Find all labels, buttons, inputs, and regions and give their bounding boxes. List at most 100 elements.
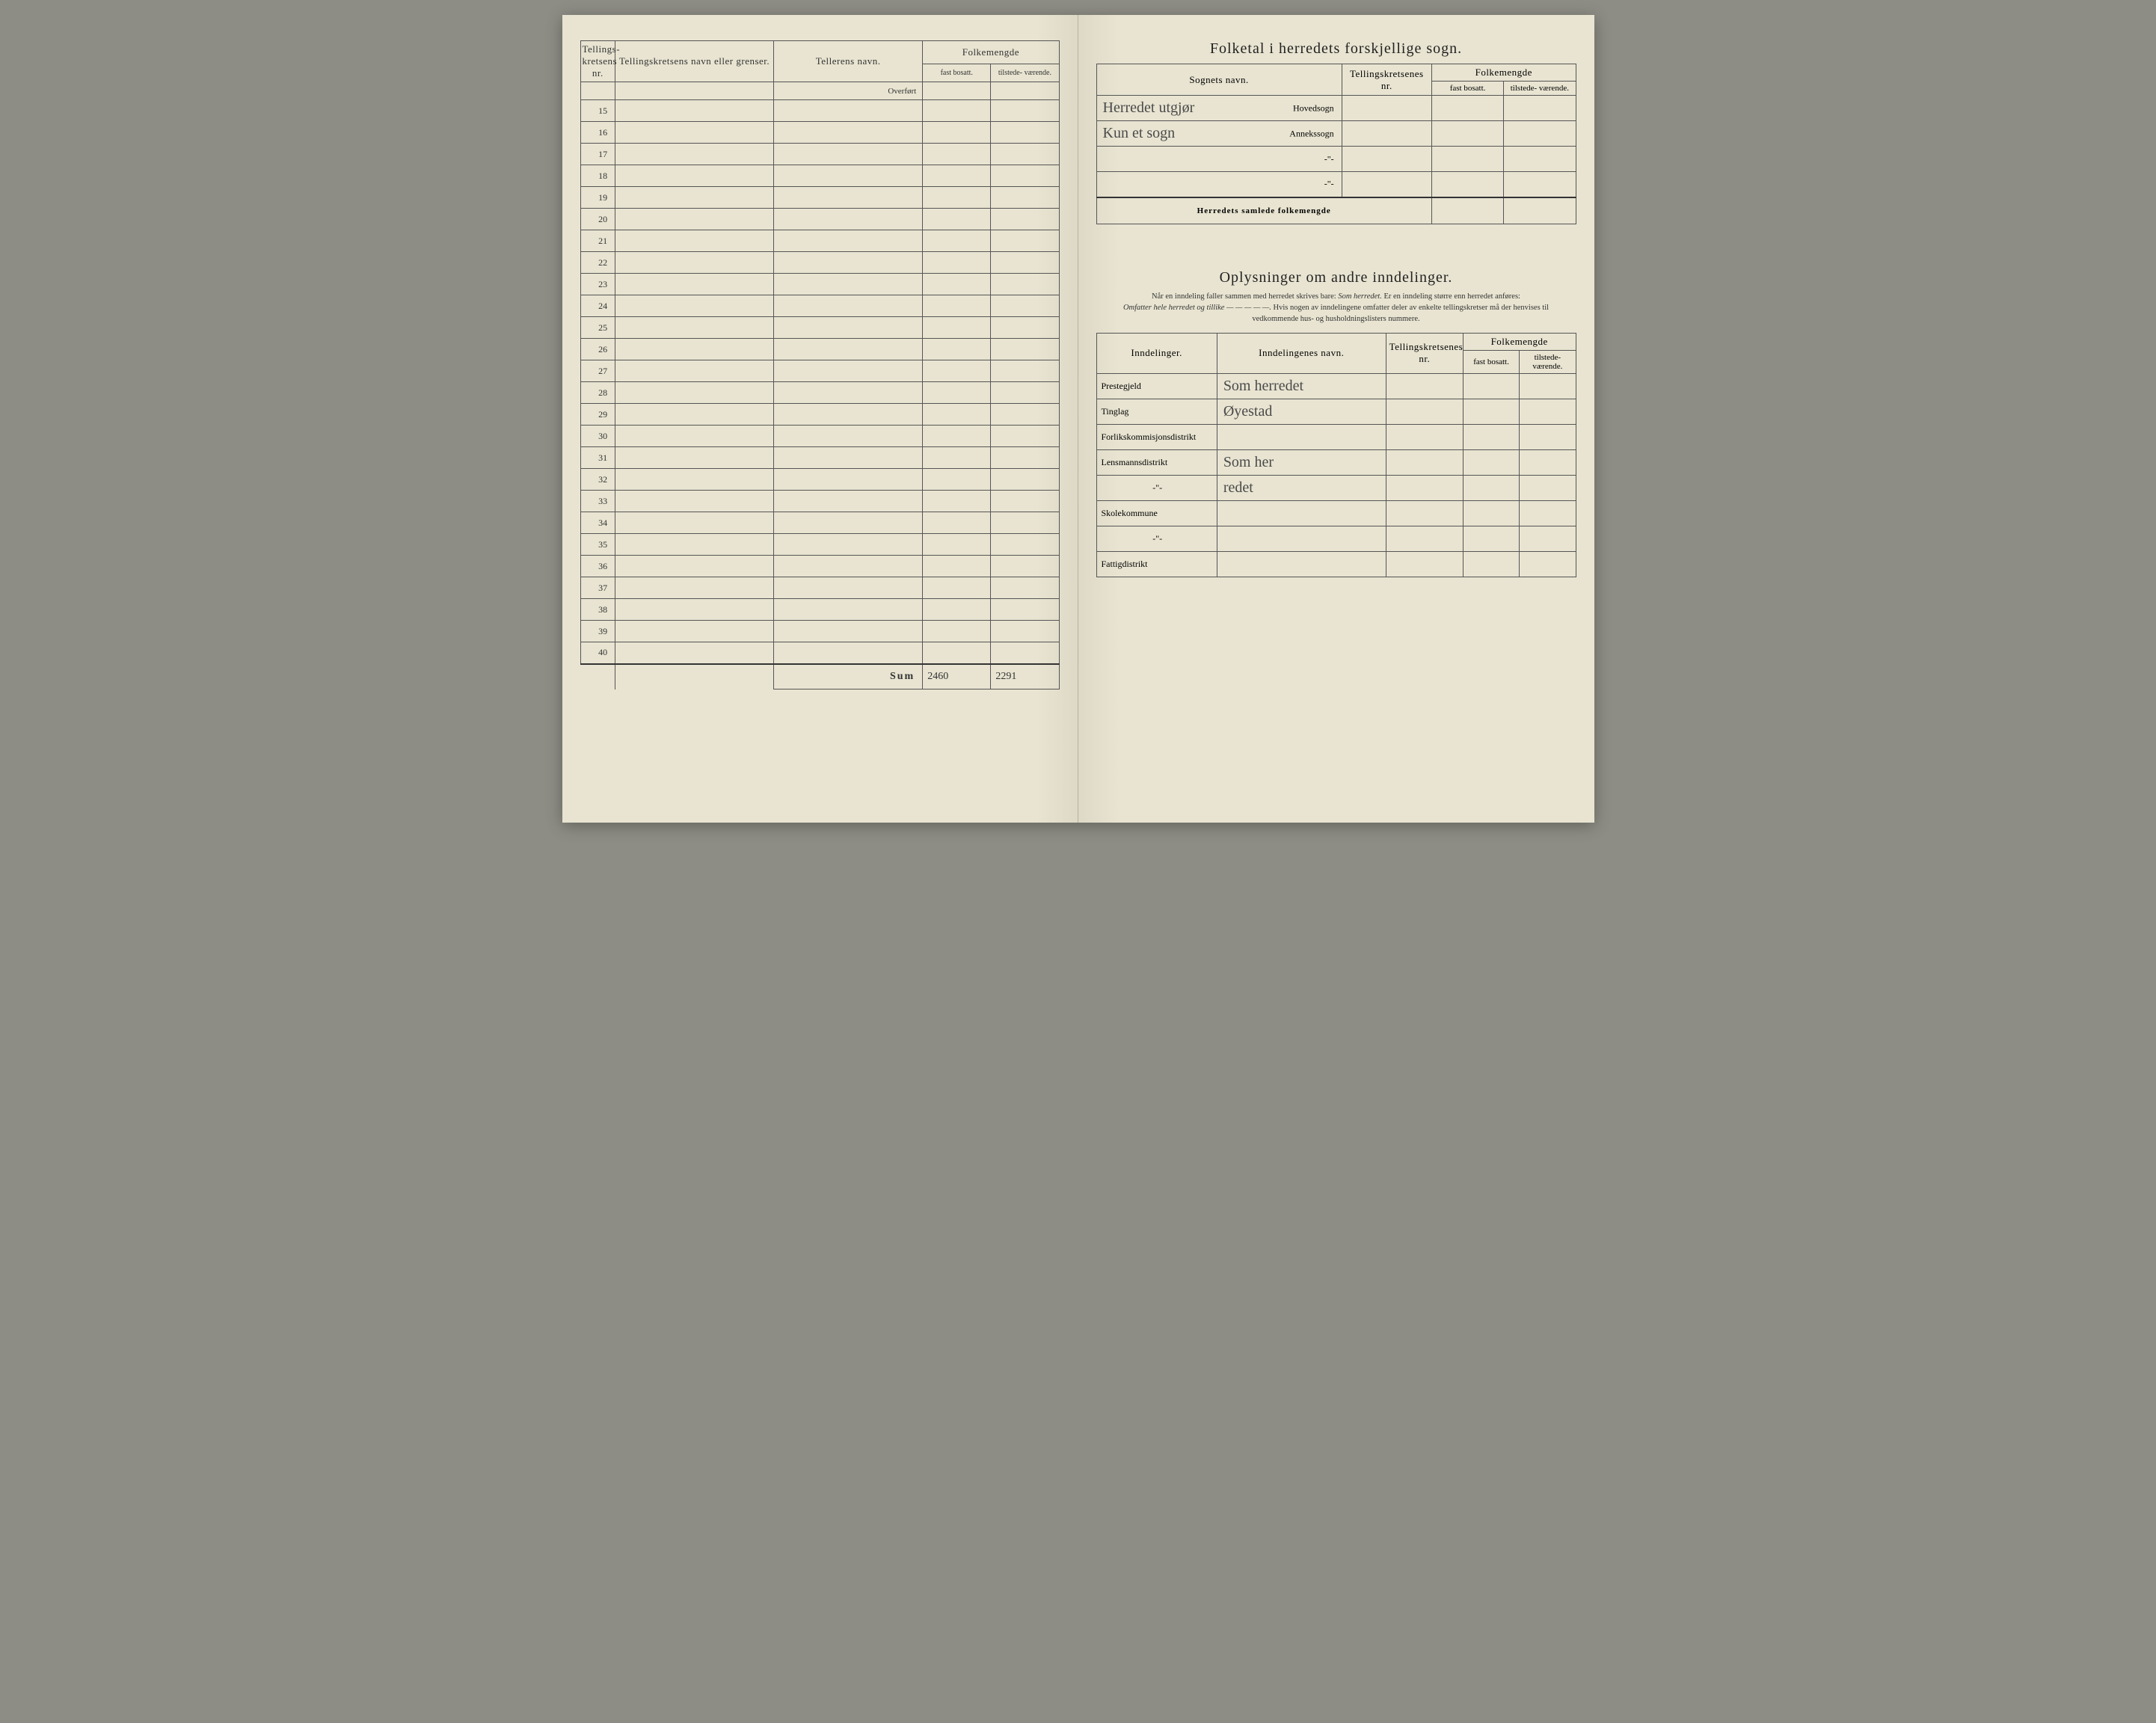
row-nr: 17 bbox=[580, 144, 615, 165]
inndeling-value: redet bbox=[1217, 475, 1386, 500]
table-row: 33 bbox=[580, 491, 1059, 512]
hdr-krets: Tellingskretsenes nr. bbox=[1342, 64, 1431, 96]
overfort-label: Overført bbox=[774, 82, 923, 100]
row-nr: 30 bbox=[580, 426, 615, 447]
table-row: 37 bbox=[580, 577, 1059, 599]
sogn-row: -"- bbox=[1096, 147, 1576, 172]
left-page: Tellings- kretsens nr. Tellingskretsens … bbox=[562, 15, 1078, 823]
hdr-fast2: fast bosatt. bbox=[1431, 82, 1503, 96]
table-row: 25 bbox=[580, 317, 1059, 339]
table-row: 30 bbox=[580, 426, 1059, 447]
table-row: 29 bbox=[580, 404, 1059, 426]
table-row: 15 bbox=[580, 100, 1059, 122]
inndelinger-note: Når en inndeling faller sammen med herre… bbox=[1104, 291, 1569, 325]
hdr-inndnavn: Inndelingenes navn. bbox=[1217, 333, 1386, 373]
handwriting: redet bbox=[1223, 479, 1253, 496]
hdr-inndtil: tilstede- værende. bbox=[1520, 350, 1576, 373]
row-nr: 39 bbox=[580, 621, 615, 642]
inndeling-label: -"- bbox=[1096, 475, 1217, 500]
row-nr: 37 bbox=[580, 577, 615, 599]
sum-fast: 2460 bbox=[923, 664, 991, 689]
row-nr: 23 bbox=[580, 274, 615, 295]
inndeling-label: Skolekommune bbox=[1096, 500, 1217, 526]
samlede-label: Herredets samlede folkemengde bbox=[1096, 197, 1431, 224]
row-nr: 20 bbox=[580, 209, 615, 230]
row-nr: 32 bbox=[580, 469, 615, 491]
inndelinger-section: Oplysninger om andre inndelinger. Når en… bbox=[1096, 269, 1576, 577]
table-row: 24 bbox=[580, 295, 1059, 317]
table-row: 27 bbox=[580, 360, 1059, 382]
inndeling-row: -"- bbox=[1096, 526, 1576, 551]
table-row: 32 bbox=[580, 469, 1059, 491]
inndeling-value bbox=[1217, 424, 1386, 449]
table-row: 34 bbox=[580, 512, 1059, 534]
sogn-cell: -"- bbox=[1096, 172, 1342, 197]
inndeling-row: Skolekommune bbox=[1096, 500, 1576, 526]
row-nr: 31 bbox=[580, 447, 615, 469]
sum-tilstede: 2291 bbox=[991, 664, 1059, 689]
table-row: 39 bbox=[580, 621, 1059, 642]
sum-label: Sum bbox=[774, 664, 923, 689]
table-row: 19 bbox=[580, 187, 1059, 209]
table-row: 36 bbox=[580, 556, 1059, 577]
census-districts-table: Tellings- kretsens nr. Tellingskretsens … bbox=[580, 40, 1060, 689]
inndeling-label: Fattigdistrikt bbox=[1096, 551, 1217, 577]
row-nr: 35 bbox=[580, 534, 615, 556]
sogn-type: -"- bbox=[1324, 179, 1334, 190]
sogn-row: Herredet utgjør Hovedsogn bbox=[1096, 96, 1576, 121]
sum-row: Sum 2460 2291 bbox=[580, 664, 1059, 689]
handwriting: Herredet utgjør bbox=[1103, 99, 1195, 116]
sogn-title: Folketal i herredets forskjellige sogn. bbox=[1096, 40, 1576, 58]
handwriting: Som her bbox=[1223, 454, 1274, 470]
row-nr: 33 bbox=[580, 491, 615, 512]
hdr-folkemengde: Folkemengde bbox=[923, 41, 1059, 64]
row-nr: 24 bbox=[580, 295, 615, 317]
row-nr: 28 bbox=[580, 382, 615, 404]
sogn-cell: Kun et sogn Annekssogn bbox=[1096, 121, 1342, 147]
inndeling-row: Tinglag Øyestad bbox=[1096, 399, 1576, 424]
handwriting: Øyestad bbox=[1223, 403, 1273, 420]
row-nr: 29 bbox=[580, 404, 615, 426]
inndeling-row: Fattigdistrikt bbox=[1096, 551, 1576, 577]
sogn-table: Sognets navn. Tellingskretsenes nr. Folk… bbox=[1096, 64, 1576, 224]
row-nr: 38 bbox=[580, 599, 615, 621]
inndeling-label: Lensmannsdistrikt bbox=[1096, 449, 1217, 475]
table-row: 22 bbox=[580, 252, 1059, 274]
table-row: 23 bbox=[580, 274, 1059, 295]
sogn-row: -"- bbox=[1096, 172, 1576, 197]
table-row: 31 bbox=[580, 447, 1059, 469]
samlede-row: Herredets samlede folkemengde bbox=[1096, 197, 1576, 224]
row-nr: 21 bbox=[580, 230, 615, 252]
sogn-cell: Herredet utgjør Hovedsogn bbox=[1096, 96, 1342, 121]
inndeling-value: Som her bbox=[1217, 449, 1386, 475]
inndeling-row: PrestegjeldSom herredet bbox=[1096, 373, 1576, 399]
table-row: 20 bbox=[580, 209, 1059, 230]
sogn-cell: -"- bbox=[1096, 147, 1342, 172]
row-nr: 36 bbox=[580, 556, 615, 577]
inndeling-value: Øyestad bbox=[1217, 399, 1386, 424]
table-row: 38 bbox=[580, 599, 1059, 621]
inndeling-value bbox=[1217, 551, 1386, 577]
inndeling-row: Forlikskommisjonsdistrikt bbox=[1096, 424, 1576, 449]
row-nr: 18 bbox=[580, 165, 615, 187]
row-nr: 19 bbox=[580, 187, 615, 209]
row-nr: 27 bbox=[580, 360, 615, 382]
hdr-fast: fast bosatt. bbox=[923, 64, 991, 82]
right-page: Folketal i herredets forskjellige sogn. … bbox=[1078, 15, 1594, 823]
sogn-type: Hovedsogn bbox=[1293, 102, 1334, 114]
sogn-type: Annekssogn bbox=[1289, 128, 1333, 139]
row-nr: 22 bbox=[580, 252, 615, 274]
hdr-folkemengde2: Folkemengde bbox=[1431, 64, 1576, 82]
hdr-inndelinger: Inndelinger. bbox=[1096, 333, 1217, 373]
table-row: 17 bbox=[580, 144, 1059, 165]
inndeling-value bbox=[1217, 500, 1386, 526]
inndeling-label: Tinglag bbox=[1096, 399, 1217, 424]
handwriting: Kun et sogn bbox=[1103, 125, 1176, 141]
row-nr: 16 bbox=[580, 122, 615, 144]
inndeling-label: Prestegjeld bbox=[1096, 373, 1217, 399]
table-row: 28 bbox=[580, 382, 1059, 404]
table-row: 21 bbox=[580, 230, 1059, 252]
inndeling-label: -"- bbox=[1096, 526, 1217, 551]
row-nr: 40 bbox=[580, 642, 615, 664]
hdr-nr: Tellings- kretsens nr. bbox=[580, 41, 615, 82]
